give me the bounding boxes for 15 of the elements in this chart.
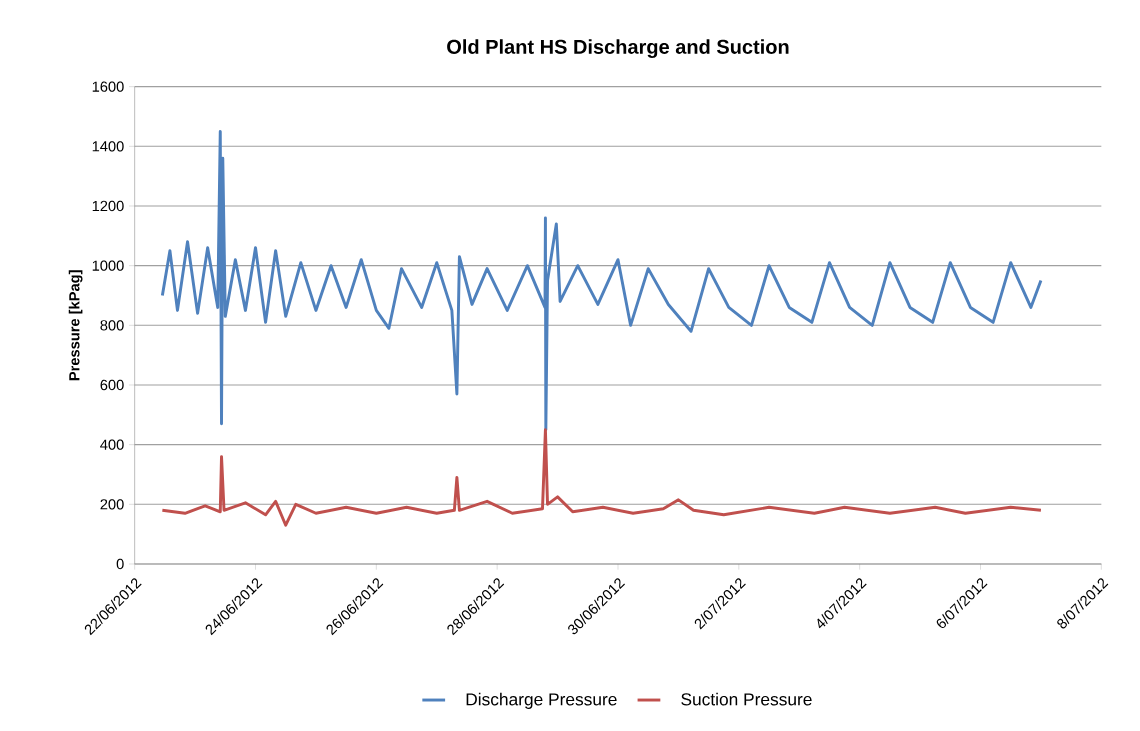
- y-tick-label: 1400: [92, 141, 124, 152]
- legend-label: Suction Pressure: [681, 692, 812, 706]
- y-axis-title: Pressure [kPag]: [68, 270, 83, 381]
- line-series: [160, 428, 1043, 527]
- y-tick-label: 1200: [92, 200, 124, 212]
- chart-title: Old Plant HS Discharge and Suction: [447, 39, 789, 59]
- y-tick-label: 200: [100, 499, 124, 510]
- y-tick-label: 1600: [92, 81, 124, 93]
- y-tick-label: 600: [100, 379, 124, 391]
- y-tick-label: 1000: [92, 260, 124, 272]
- y-tick-label: 0: [116, 558, 124, 570]
- legend-label: Discharge Pressure: [466, 692, 617, 710]
- y-tick-label: 400: [100, 439, 124, 451]
- line-series: [160, 130, 1043, 432]
- y-tick-label: 800: [100, 320, 124, 331]
